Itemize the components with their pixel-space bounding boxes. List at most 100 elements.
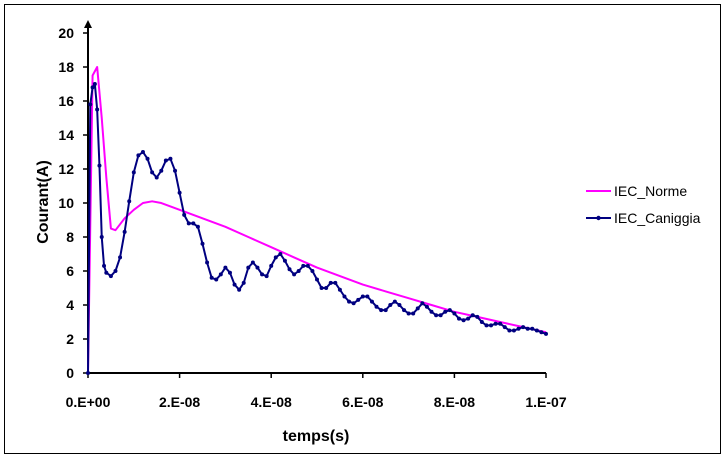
data-point-iec-caniggia xyxy=(214,277,219,282)
data-point-iec-caniggia xyxy=(470,313,475,318)
data-point-iec-caniggia xyxy=(163,158,168,163)
data-point-iec-caniggia xyxy=(273,255,278,260)
data-point-iec-caniggia xyxy=(173,168,178,173)
data-point-iec-caniggia xyxy=(200,241,205,246)
series-line-iec-caniggia xyxy=(87,83,547,374)
data-point-iec-caniggia xyxy=(118,255,123,260)
data-point-iec-caniggia xyxy=(282,258,287,263)
data-point-iec-caniggia xyxy=(347,299,352,304)
data-point-iec-caniggia xyxy=(122,229,127,234)
data-point-iec-caniggia xyxy=(237,287,242,292)
data-point-iec-caniggia xyxy=(145,156,150,161)
data-point-iec-caniggia xyxy=(310,269,315,273)
legend: IEC_Norme IEC_Caniggia xyxy=(586,183,701,226)
x-tick-label: 0.E+00 xyxy=(66,394,111,410)
y-tick-label: 2 xyxy=(66,331,74,347)
data-point-iec-caniggia xyxy=(443,309,448,314)
y-axis-arrowhead xyxy=(84,20,92,28)
data-point-iec-caniggia xyxy=(241,280,246,285)
data-point-iec-caniggia xyxy=(136,153,141,158)
data-point-iec-caniggia xyxy=(434,313,439,318)
data-point-iec-caniggia xyxy=(466,316,471,321)
data-point-iec-caniggia xyxy=(140,150,145,154)
data-point-iec-caniggia xyxy=(264,274,269,279)
y-axis-title: Courant(A) xyxy=(35,160,52,244)
data-point-iec-caniggia xyxy=(86,371,90,375)
data-point-iec-caniggia xyxy=(333,280,338,285)
x-tick-label: 2.E-08 xyxy=(159,394,200,410)
x-tick-label: 4.E-08 xyxy=(251,394,292,410)
data-point-iec-caniggia xyxy=(127,199,132,204)
y-tick-label: 8 xyxy=(66,229,74,245)
data-point-iec-caniggia xyxy=(99,235,104,239)
data-point-iec-caniggia xyxy=(484,323,489,328)
data-point-iec-caniggia xyxy=(232,282,237,287)
x-tick-labels: 0.E+00 2.E-08 4.E-08 6.E-08 8.E-08 1.E-07 xyxy=(66,394,567,410)
data-point-iec-caniggia xyxy=(108,274,113,279)
data-point-iec-caniggia xyxy=(356,297,361,302)
data-point-iec-caniggia xyxy=(92,82,97,86)
x-tick-label: 8.E-08 xyxy=(434,394,475,410)
chart-frame xyxy=(4,4,721,454)
data-point-iec-caniggia xyxy=(516,326,521,331)
x-tick-label: 6.E-08 xyxy=(342,394,383,410)
data-point-iec-caniggia xyxy=(489,323,494,328)
data-point-iec-caniggia xyxy=(452,311,457,316)
data-point-iec-caniggia xyxy=(360,294,365,299)
data-point-iec-caniggia xyxy=(113,269,118,273)
data-point-iec-caniggia xyxy=(287,267,292,272)
data-point-iec-caniggia xyxy=(447,308,452,313)
data-point-iec-caniggia xyxy=(324,286,329,290)
data-point-iec-caniggia xyxy=(383,308,388,313)
data-point-iec-caniggia xyxy=(369,299,374,304)
data-point-iec-caniggia xyxy=(539,330,544,335)
data-point-iec-caniggia xyxy=(502,325,507,330)
data-point-iec-caniggia xyxy=(182,212,187,217)
data-point-iec-caniggia xyxy=(530,326,535,331)
y-tick-label: 0 xyxy=(66,365,74,381)
data-point-iec-caniggia xyxy=(305,263,310,268)
data-point-iec-caniggia xyxy=(95,107,100,112)
data-point-iec-caniggia xyxy=(177,190,182,195)
data-point-iec-caniggia xyxy=(301,263,306,268)
data-point-iec-caniggia xyxy=(102,263,107,268)
data-point-iec-caniggia xyxy=(429,309,434,314)
data-point-iec-caniggia xyxy=(406,311,411,316)
data-point-iec-caniggia xyxy=(131,170,136,175)
data-point-iec-caniggia xyxy=(278,252,283,256)
plot-area xyxy=(83,20,548,378)
data-point-iec-caniggia xyxy=(511,328,516,333)
x-tick-label: 1.E-07 xyxy=(525,394,566,410)
data-point-iec-caniggia xyxy=(90,85,95,90)
data-point-iec-caniggia xyxy=(269,263,274,268)
legend-label-iec-caniggia: IEC_Caniggia xyxy=(614,210,701,226)
data-point-iec-caniggia xyxy=(255,265,260,270)
data-point-iec-caniggia xyxy=(392,299,397,304)
y-tick-label: 14 xyxy=(58,127,74,143)
data-point-iec-caniggia xyxy=(525,326,530,331)
y-tick-labels: 0 2 4 6 8 10 12 14 16 18 20 xyxy=(58,25,74,381)
data-point-iec-caniggia xyxy=(411,311,416,316)
data-point-iec-caniggia xyxy=(195,224,200,229)
data-point-iec-caniggia xyxy=(342,294,347,299)
y-tick-label: 20 xyxy=(58,25,74,41)
data-point-iec-caniggia xyxy=(374,304,379,309)
data-point-iec-caniggia xyxy=(415,306,420,311)
data-point-iec-caniggia xyxy=(292,272,297,277)
legend-label-iec-norme: IEC_Norme xyxy=(614,183,687,199)
data-point-iec-caniggia xyxy=(379,308,384,313)
data-point-iec-caniggia xyxy=(260,272,265,277)
data-point-iec-caniggia xyxy=(507,328,512,333)
data-point-iec-caniggia xyxy=(186,221,191,226)
y-tick-label: 4 xyxy=(66,297,74,313)
data-point-iec-caniggia xyxy=(159,168,164,173)
data-point-iec-caniggia xyxy=(456,316,461,321)
data-point-iec-caniggia xyxy=(461,318,466,323)
data-point-iec-caniggia xyxy=(534,328,539,333)
y-tick-label: 10 xyxy=(58,195,74,211)
data-point-iec-caniggia xyxy=(296,269,301,273)
data-point-iec-caniggia xyxy=(521,325,526,330)
data-point-iec-caniggia xyxy=(218,272,223,277)
data-point-iec-caniggia xyxy=(154,175,159,180)
